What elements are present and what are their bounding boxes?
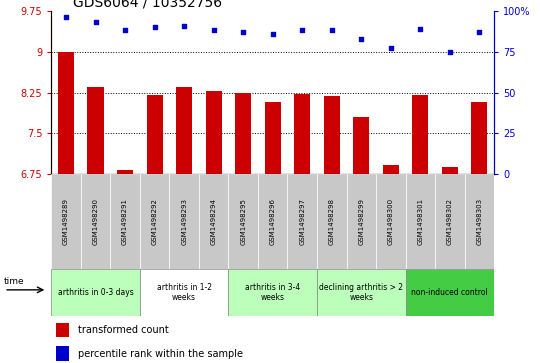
Point (475, 29, 484, 35)
Text: GSM1498293: GSM1498293 (181, 198, 187, 245)
Bar (140, 174, 170, 269)
Bar (81, 174, 110, 269)
Bar (406, 174, 435, 269)
Text: GSM1498294: GSM1498294 (211, 198, 217, 245)
Point (268, 31, 277, 37)
Text: GSM1498298: GSM1498298 (329, 198, 335, 245)
Text: GSM1498297: GSM1498297 (299, 198, 305, 245)
Text: GSM1498299: GSM1498299 (358, 198, 365, 245)
Point (327, 28, 336, 33)
Text: GSM1498296: GSM1498296 (269, 198, 276, 245)
Bar (228, 269, 317, 316)
Bar (412, 95, 428, 174)
Bar (56, 323, 69, 337)
Bar (406, 269, 494, 316)
Text: GSM1498295: GSM1498295 (240, 198, 246, 245)
Bar (353, 117, 369, 174)
Point (298, 28, 307, 33)
Bar (170, 174, 199, 269)
Bar (435, 174, 464, 269)
Bar (317, 269, 406, 316)
Point (357, 36, 366, 41)
Text: declining arthritis > 2
weeks: declining arthritis > 2 weeks (319, 282, 403, 302)
Point (62, 15, 70, 20)
Point (416, 26, 424, 32)
Bar (294, 94, 310, 174)
Text: non-induced control: non-induced control (411, 288, 488, 297)
Text: percentile rank within the sample: percentile rank within the sample (78, 348, 243, 359)
Bar (87, 87, 104, 174)
Bar (56, 346, 69, 361)
Text: GSM1498303: GSM1498303 (476, 198, 482, 245)
Text: GSM1498300: GSM1498300 (388, 198, 394, 245)
Bar (442, 167, 458, 174)
Bar (464, 174, 494, 269)
Bar (58, 52, 74, 174)
Text: GSM1498292: GSM1498292 (152, 198, 158, 245)
Bar (146, 95, 163, 174)
Bar (51, 269, 140, 316)
Bar (383, 165, 399, 174)
Bar (235, 93, 251, 174)
Text: GSM1498289: GSM1498289 (63, 198, 69, 245)
Bar (317, 174, 347, 269)
Point (91, 19, 100, 25)
Point (446, 49, 454, 54)
Text: transformed count: transformed count (78, 325, 168, 335)
Text: GDS6064 / 10352756: GDS6064 / 10352756 (73, 0, 222, 10)
Point (210, 28, 218, 33)
Bar (176, 87, 192, 174)
Bar (287, 174, 317, 269)
Bar (265, 102, 281, 174)
Bar (206, 91, 222, 174)
Text: time: time (4, 277, 25, 286)
Text: GSM1498291: GSM1498291 (122, 198, 128, 245)
Bar (199, 174, 228, 269)
Bar (347, 174, 376, 269)
Point (180, 23, 188, 29)
Point (387, 45, 395, 51)
Text: GSM1498290: GSM1498290 (92, 198, 99, 245)
Bar (471, 102, 488, 174)
Bar (110, 174, 140, 269)
Bar (140, 269, 228, 316)
Point (121, 28, 130, 33)
Point (150, 24, 159, 30)
Bar (117, 170, 133, 174)
Bar (376, 174, 406, 269)
Text: arthritis in 1-2
weeks: arthritis in 1-2 weeks (157, 282, 212, 302)
Point (239, 29, 247, 35)
Text: GSM1498302: GSM1498302 (447, 198, 453, 245)
Text: arthritis in 3-4
weeks: arthritis in 3-4 weeks (245, 282, 300, 302)
Bar (258, 174, 287, 269)
Bar (51, 174, 81, 269)
Bar (323, 97, 340, 174)
Text: arthritis in 0-3 days: arthritis in 0-3 days (58, 288, 133, 297)
Text: GSM1498301: GSM1498301 (417, 198, 423, 245)
Bar (228, 174, 258, 269)
